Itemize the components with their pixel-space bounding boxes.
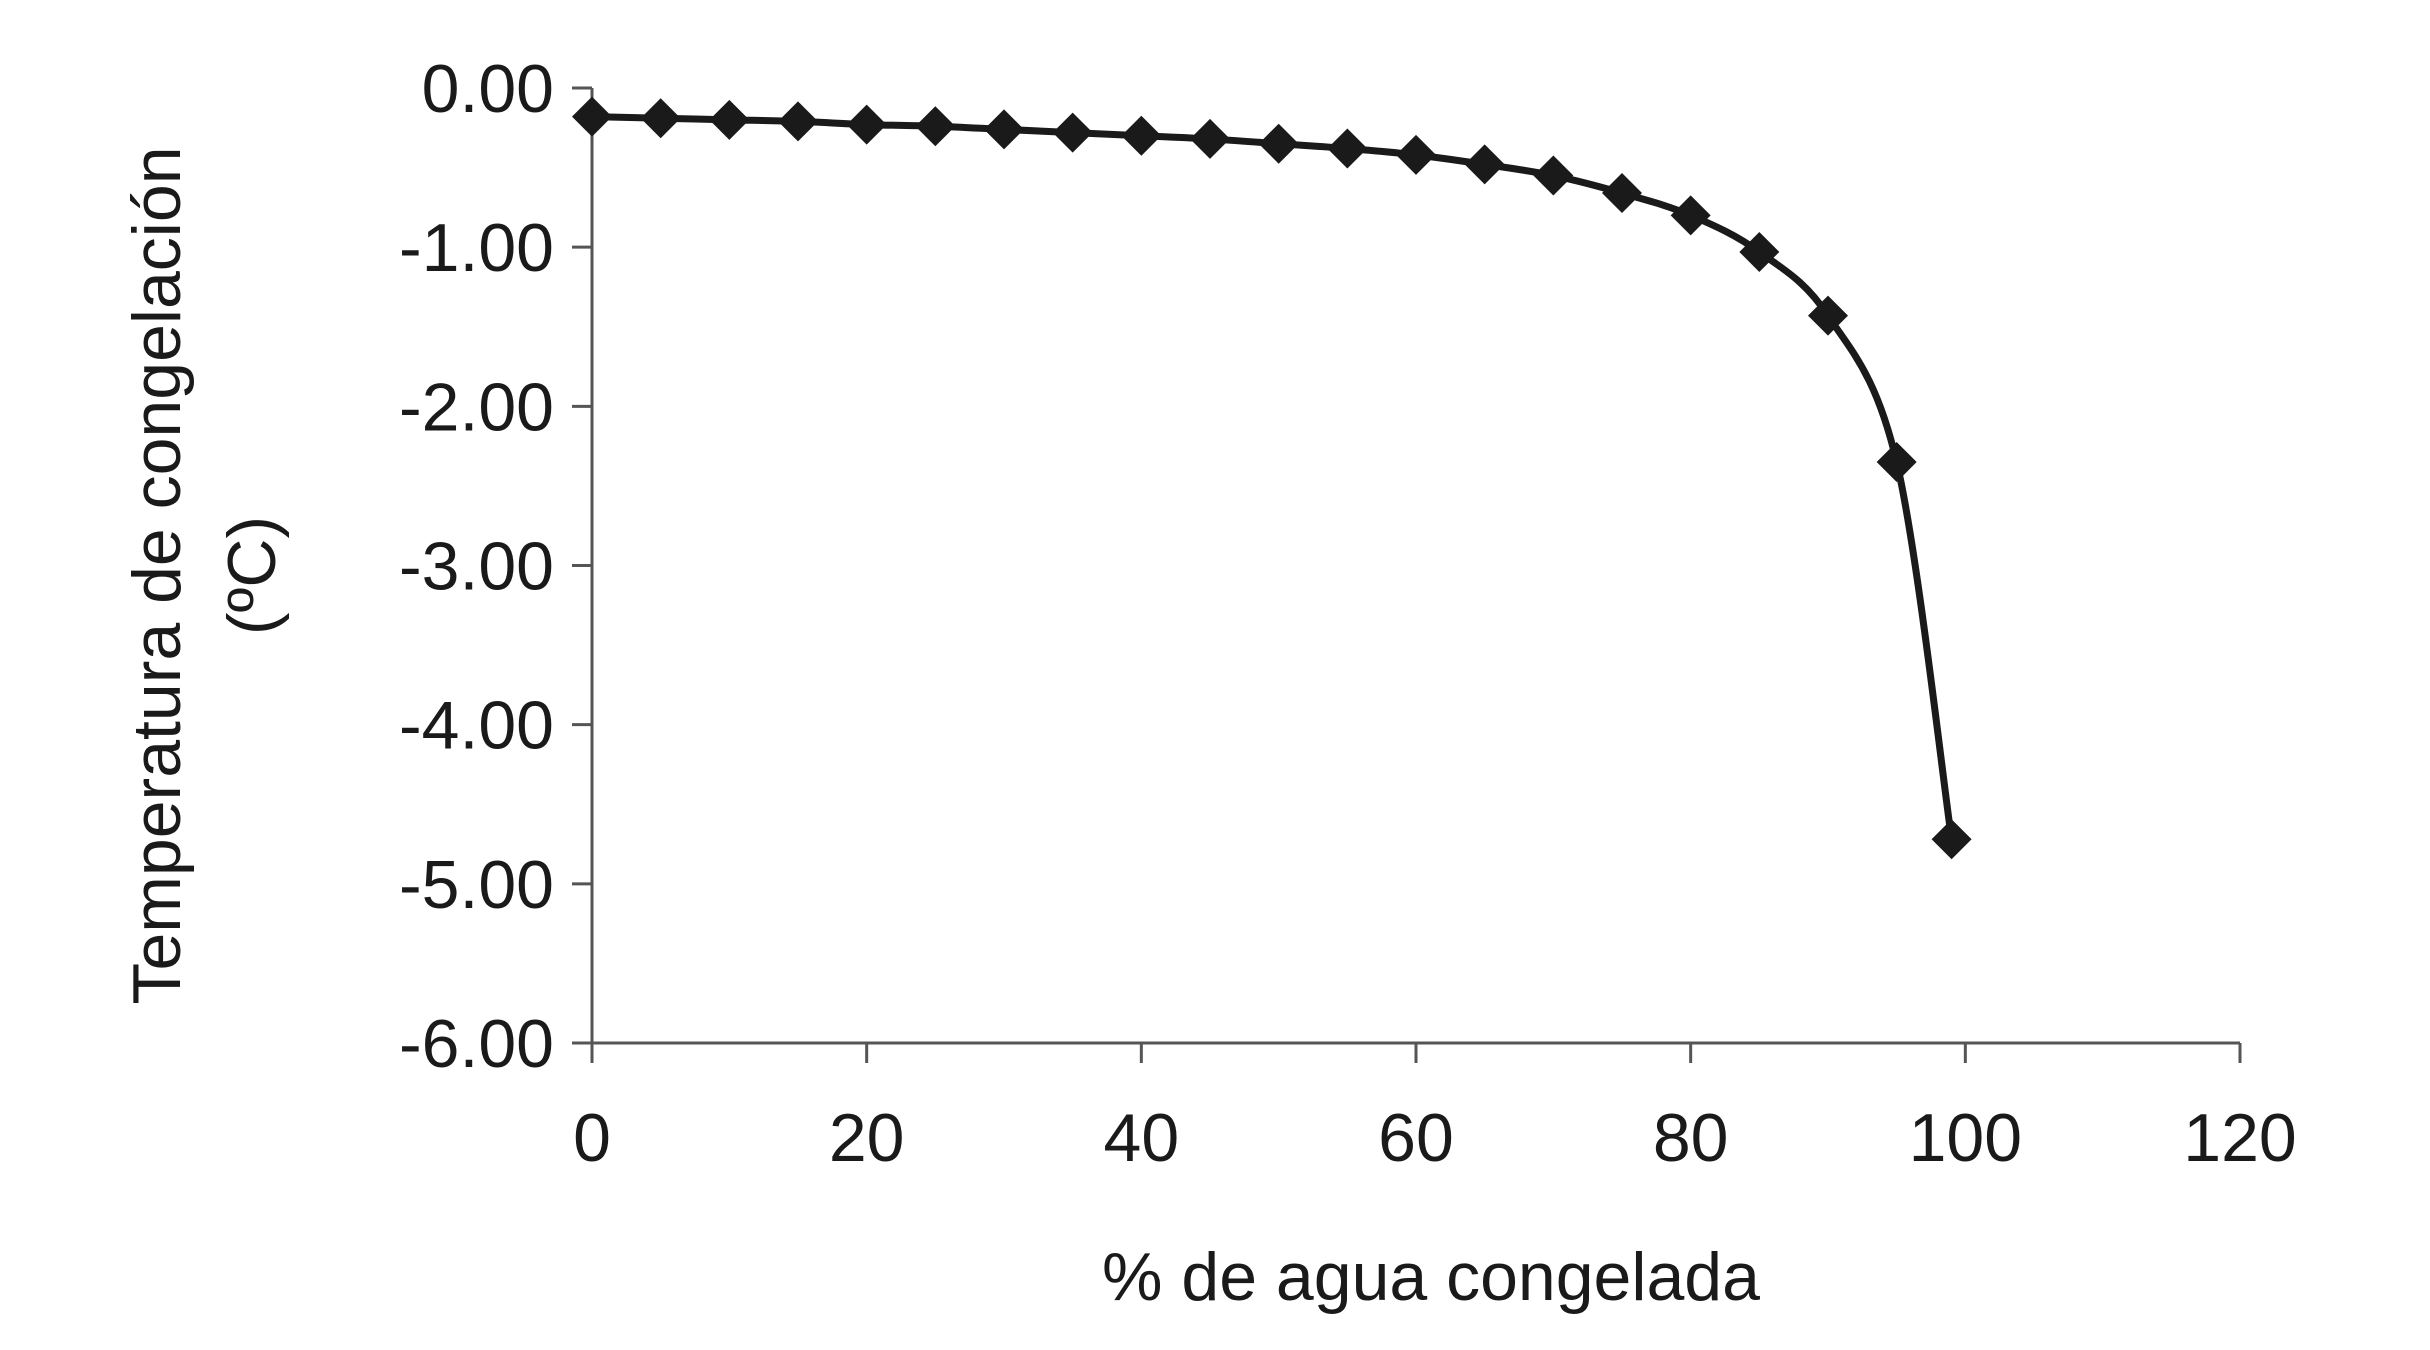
data-point [984, 109, 1024, 150]
x-tick-label: 80 [1653, 1100, 1729, 1176]
y-tick-label: -2.00 [399, 369, 554, 445]
data-point [1121, 115, 1162, 156]
y-tick-label: -5.00 [399, 847, 554, 923]
y-tick-label: -6.00 [399, 1006, 554, 1082]
y-tick-label: 0.00 [422, 51, 554, 127]
data-point [1876, 442, 1917, 483]
data-point [1533, 155, 1574, 196]
y-axis-title-line: Temperatura de congelación [119, 146, 195, 1004]
data-point [1464, 144, 1505, 185]
tick-labels: 0.00 -1.00 -2.00 -3.00 -4.00 -5.00 -6.000 20 40 6… [399, 51, 2297, 1176]
data-point [709, 99, 750, 140]
data-point [1602, 173, 1642, 214]
data-point [1808, 295, 1848, 336]
data-point [1739, 231, 1780, 272]
y-axis-title: Temperatura de congelación (ºC) [119, 146, 290, 1004]
data-point [778, 101, 818, 142]
data-point [1327, 128, 1368, 169]
data-point [915, 106, 956, 147]
y-tick-label: -3.00 [399, 529, 554, 605]
data-point [572, 96, 612, 137]
data-point [846, 104, 887, 145]
y-tick-label: -4.00 [399, 688, 554, 764]
series [572, 96, 1972, 860]
x-tick-label: 60 [1378, 1100, 1454, 1176]
series-line [588, 113, 1956, 843]
y-tick-label: -1.00 [399, 210, 554, 286]
x-tick-label: 120 [2183, 1100, 2296, 1176]
data-point [640, 98, 681, 139]
data-point [1052, 112, 1093, 153]
data-point [1190, 118, 1230, 159]
x-tick-label: 0 [573, 1100, 611, 1176]
y-axis-title-line: (ºC) [214, 516, 290, 635]
x-tick-label: 20 [829, 1100, 905, 1176]
x-tick-label: 100 [1909, 1100, 2022, 1176]
x-tick-label: 40 [1104, 1100, 1180, 1176]
data-point [1396, 134, 1436, 175]
axes [572, 86, 2242, 1063]
data-point [1258, 123, 1299, 164]
x-axis-title: % de agua congelada [1102, 1239, 1760, 1315]
data-point [1670, 195, 1711, 236]
data-point [1931, 819, 1972, 860]
